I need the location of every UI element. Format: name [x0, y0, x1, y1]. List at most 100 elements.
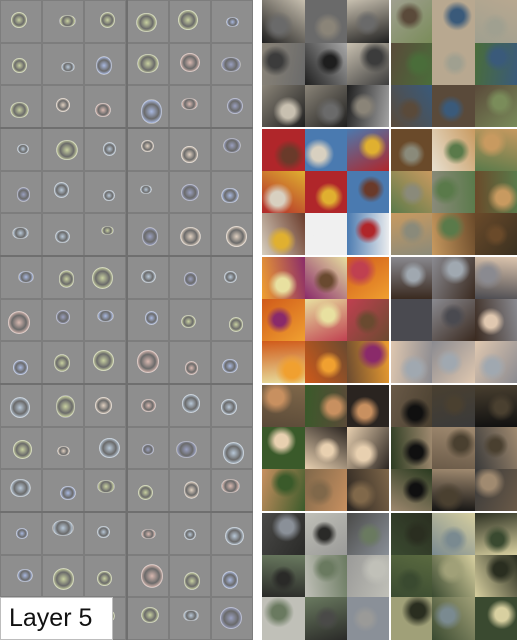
image-patch-collie-dogs [474, 128, 517, 171]
vis-pattern-blob [92, 266, 114, 289]
image-patch-dog-faces [347, 426, 390, 470]
layer-label: Layer 5 [0, 597, 113, 640]
image-patch-people-outdoors [474, 0, 517, 43]
vis-pattern-blob [12, 58, 27, 74]
vis-tile-dog-face [42, 469, 85, 512]
vis-pattern-blob [15, 528, 29, 539]
image-patch-lettering-objects [347, 213, 390, 256]
vis-tile-dog-face [84, 469, 127, 512]
image-patch-grid-grilles [304, 85, 347, 128]
image-patch-flowers [304, 341, 347, 384]
vis-tile-dog-face [42, 426, 85, 470]
image-patch-flowers [262, 256, 305, 299]
vis-pattern-blob [8, 311, 31, 334]
image-patch-lettering-objects [262, 213, 305, 256]
vis-pattern-blob [181, 394, 200, 413]
image-patch-dark-dogs [389, 469, 432, 512]
vis-pattern-blob [226, 97, 243, 115]
vis-pattern-blob [141, 399, 157, 412]
vis-pattern-blob [224, 526, 245, 545]
vis-pattern-blob [58, 14, 76, 28]
vis-pattern-blob [184, 571, 201, 591]
vis-pattern-blob [60, 486, 76, 500]
image-patch-collie-dogs [432, 213, 475, 256]
vis-tile-wheel-ring [42, 512, 85, 555]
vis-tile-swirl [0, 341, 43, 384]
vis-pattern-blob [55, 395, 75, 418]
vis-pattern-blob [225, 17, 239, 27]
vis-pattern-blob [17, 270, 35, 283]
vis-tile-dog-face [0, 384, 43, 427]
vis-tile-face-outline [210, 341, 253, 384]
image-patch-people-outdoors [474, 85, 517, 128]
vis-pattern-blob [221, 187, 239, 204]
vis-pattern-blob [96, 309, 115, 323]
vis-pattern-blob [141, 269, 156, 283]
vis-pattern-blob [54, 182, 69, 199]
vis-pattern-blob [98, 437, 120, 458]
image-patch-cars-and-women [389, 298, 432, 342]
vis-pattern-blob [176, 441, 198, 458]
image-patch-grid-grilles [347, 0, 390, 43]
image-patch-animal-eyes [474, 512, 517, 555]
vis-tile-animal-face [126, 469, 169, 512]
vis-group-divider [0, 127, 253, 129]
image-patch-dark-dogs [432, 384, 475, 427]
image-patch-dog-faces [304, 426, 347, 470]
image-patch-people-outdoors [389, 42, 432, 86]
vis-tile-lettering [84, 128, 127, 171]
vis-tile-grid-texture [0, 0, 43, 43]
image-patch-lettering-objects [304, 170, 347, 214]
vis-pattern-blob [222, 571, 239, 589]
vis-tile-dog-face [0, 469, 43, 512]
vis-tile-face-outline [168, 298, 211, 342]
vis-pattern-blob [141, 443, 155, 455]
image-patch-animal-eyes [474, 597, 517, 640]
vis-tile-eye-ring [168, 597, 211, 640]
image-patch-dark-dogs [474, 384, 517, 427]
vis-tile-animal-face [210, 469, 253, 512]
feature-visualization-panel [0, 0, 253, 640]
vis-tile-grid-texture [42, 0, 85, 43]
image-patch-people-outdoors [432, 85, 475, 128]
vis-pattern-blob [56, 140, 79, 161]
vis-pattern-blob [222, 137, 241, 154]
vis-tile-green-text-fragment [210, 85, 253, 128]
vis-pattern-blob [92, 350, 114, 372]
vis-pattern-blob [224, 270, 238, 283]
vis-pattern-blob [180, 97, 199, 111]
vis-pattern-blob [184, 528, 197, 541]
image-patch-flowers [347, 298, 390, 342]
image-patch-dark-dogs [432, 469, 475, 512]
vis-tile-animal-face [126, 384, 169, 427]
image-patch-animal-eyes [389, 554, 432, 598]
vis-tile-animal-face [210, 426, 253, 470]
vis-tile-green-text-fragment [210, 42, 253, 86]
image-patch-dark-dogs [474, 426, 517, 470]
image-patch-grid-grilles [262, 42, 305, 86]
vis-pattern-blob [55, 310, 70, 324]
vis-tile-lettering [0, 128, 43, 171]
image-patch-grid-grilles [304, 42, 347, 86]
vis-tile-lettering [42, 213, 85, 256]
image-patch-dog-faces [347, 469, 390, 512]
vis-tile-lettering [0, 213, 43, 256]
vis-tile-green-text-fragment [126, 42, 169, 86]
image-patch-flowers [304, 298, 347, 342]
vis-pattern-blob [12, 440, 32, 459]
image-patch-lettering-objects [262, 128, 305, 171]
vis-pattern-blob [221, 57, 241, 73]
vis-tile-lettering [84, 213, 127, 256]
vis-pattern-blob [140, 607, 159, 624]
vis-pattern-blob [9, 479, 31, 498]
image-patch-collie-dogs [432, 128, 475, 171]
vis-tile-eye-ring [126, 554, 169, 598]
vis-tile-wheel-ring [0, 554, 43, 598]
image-patch-lettering-objects [262, 170, 305, 214]
image-patch-collie-dogs [474, 170, 517, 214]
vis-pattern-blob [181, 145, 198, 164]
image-patch-collie-dogs [474, 213, 517, 256]
vis-tile-green-text-fragment [210, 0, 253, 43]
vis-tile-lettering [42, 170, 85, 214]
